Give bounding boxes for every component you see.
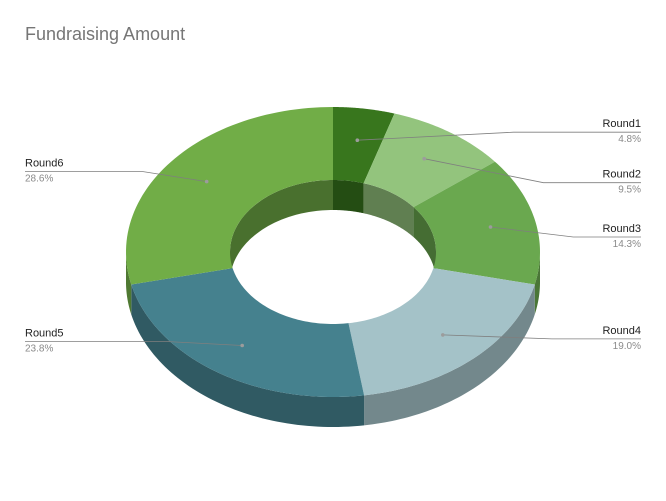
label-value-round5: 23.8% — [25, 344, 53, 355]
slice-sides — [126, 252, 540, 427]
leader-line-round1 — [357, 131, 641, 141]
label-round2: Round2 9.5% — [422, 156, 641, 196]
label-value-round6: 28.6% — [25, 174, 53, 185]
leader-dot-round5 — [240, 343, 244, 348]
slice-round5 — [131, 268, 365, 397]
label-value-round3: 14.3% — [613, 239, 641, 250]
label-round4: Round4 19.0% — [441, 325, 641, 352]
slice-round1 — [333, 107, 395, 184]
leader-dot-round1 — [355, 138, 360, 142]
leader-dot-round6 — [204, 179, 209, 184]
label-round6: Round6 28.6% — [25, 158, 209, 185]
inner-wall-round1-1 — [333, 180, 364, 214]
label-name-round2: Round2 — [602, 169, 641, 181]
label-name-round4: Round4 — [602, 325, 641, 337]
inner-wall-round3-1 — [413, 207, 436, 282]
leader-dot-round3 — [488, 225, 493, 229]
label-name-round5: Round5 — [25, 328, 64, 340]
slice-tops — [126, 107, 540, 397]
label-value-round4: 19.0% — [613, 341, 641, 352]
label-round1: Round1 4.8% — [355, 118, 641, 145]
outer-side-round6 — [126, 252, 132, 315]
slice-round2 — [363, 113, 495, 208]
leader-dot-round4 — [441, 333, 445, 337]
label-value-round1: 4.8% — [618, 134, 641, 145]
leader-line-round4 — [442, 334, 641, 340]
slice-round4 — [348, 268, 535, 396]
slice-round3 — [413, 161, 540, 285]
leader-line-round6 — [25, 171, 207, 182]
outer-side-round4 — [364, 284, 535, 426]
leader-line-round5 — [25, 341, 243, 346]
label-round3: Round3 14.3% — [488, 223, 641, 250]
inner-walls — [230, 180, 436, 282]
leader-line-round2 — [424, 158, 641, 184]
inner-wall-round2-1 — [363, 183, 414, 238]
slice-round6 — [126, 107, 334, 285]
leader-line-round3 — [490, 226, 641, 238]
inner-wall-round6-0 — [230, 180, 333, 282]
label-name-round6: Round6 — [25, 158, 64, 170]
leader-dot-round2 — [422, 156, 427, 161]
label-value-round2: 9.5% — [618, 185, 641, 196]
chart-title: Fundraising Amount — [25, 24, 185, 44]
label-name-round3: Round3 — [602, 223, 641, 235]
label-round5: Round5 23.8% — [25, 328, 244, 355]
slice-labels: Round1 4.8% Round2 9.5% Round3 14.3% Round4 19.… — [25, 118, 641, 355]
outer-side-round5 — [131, 284, 365, 427]
label-name-round1: Round1 — [602, 118, 641, 130]
outer-side-round3 — [534, 252, 540, 315]
